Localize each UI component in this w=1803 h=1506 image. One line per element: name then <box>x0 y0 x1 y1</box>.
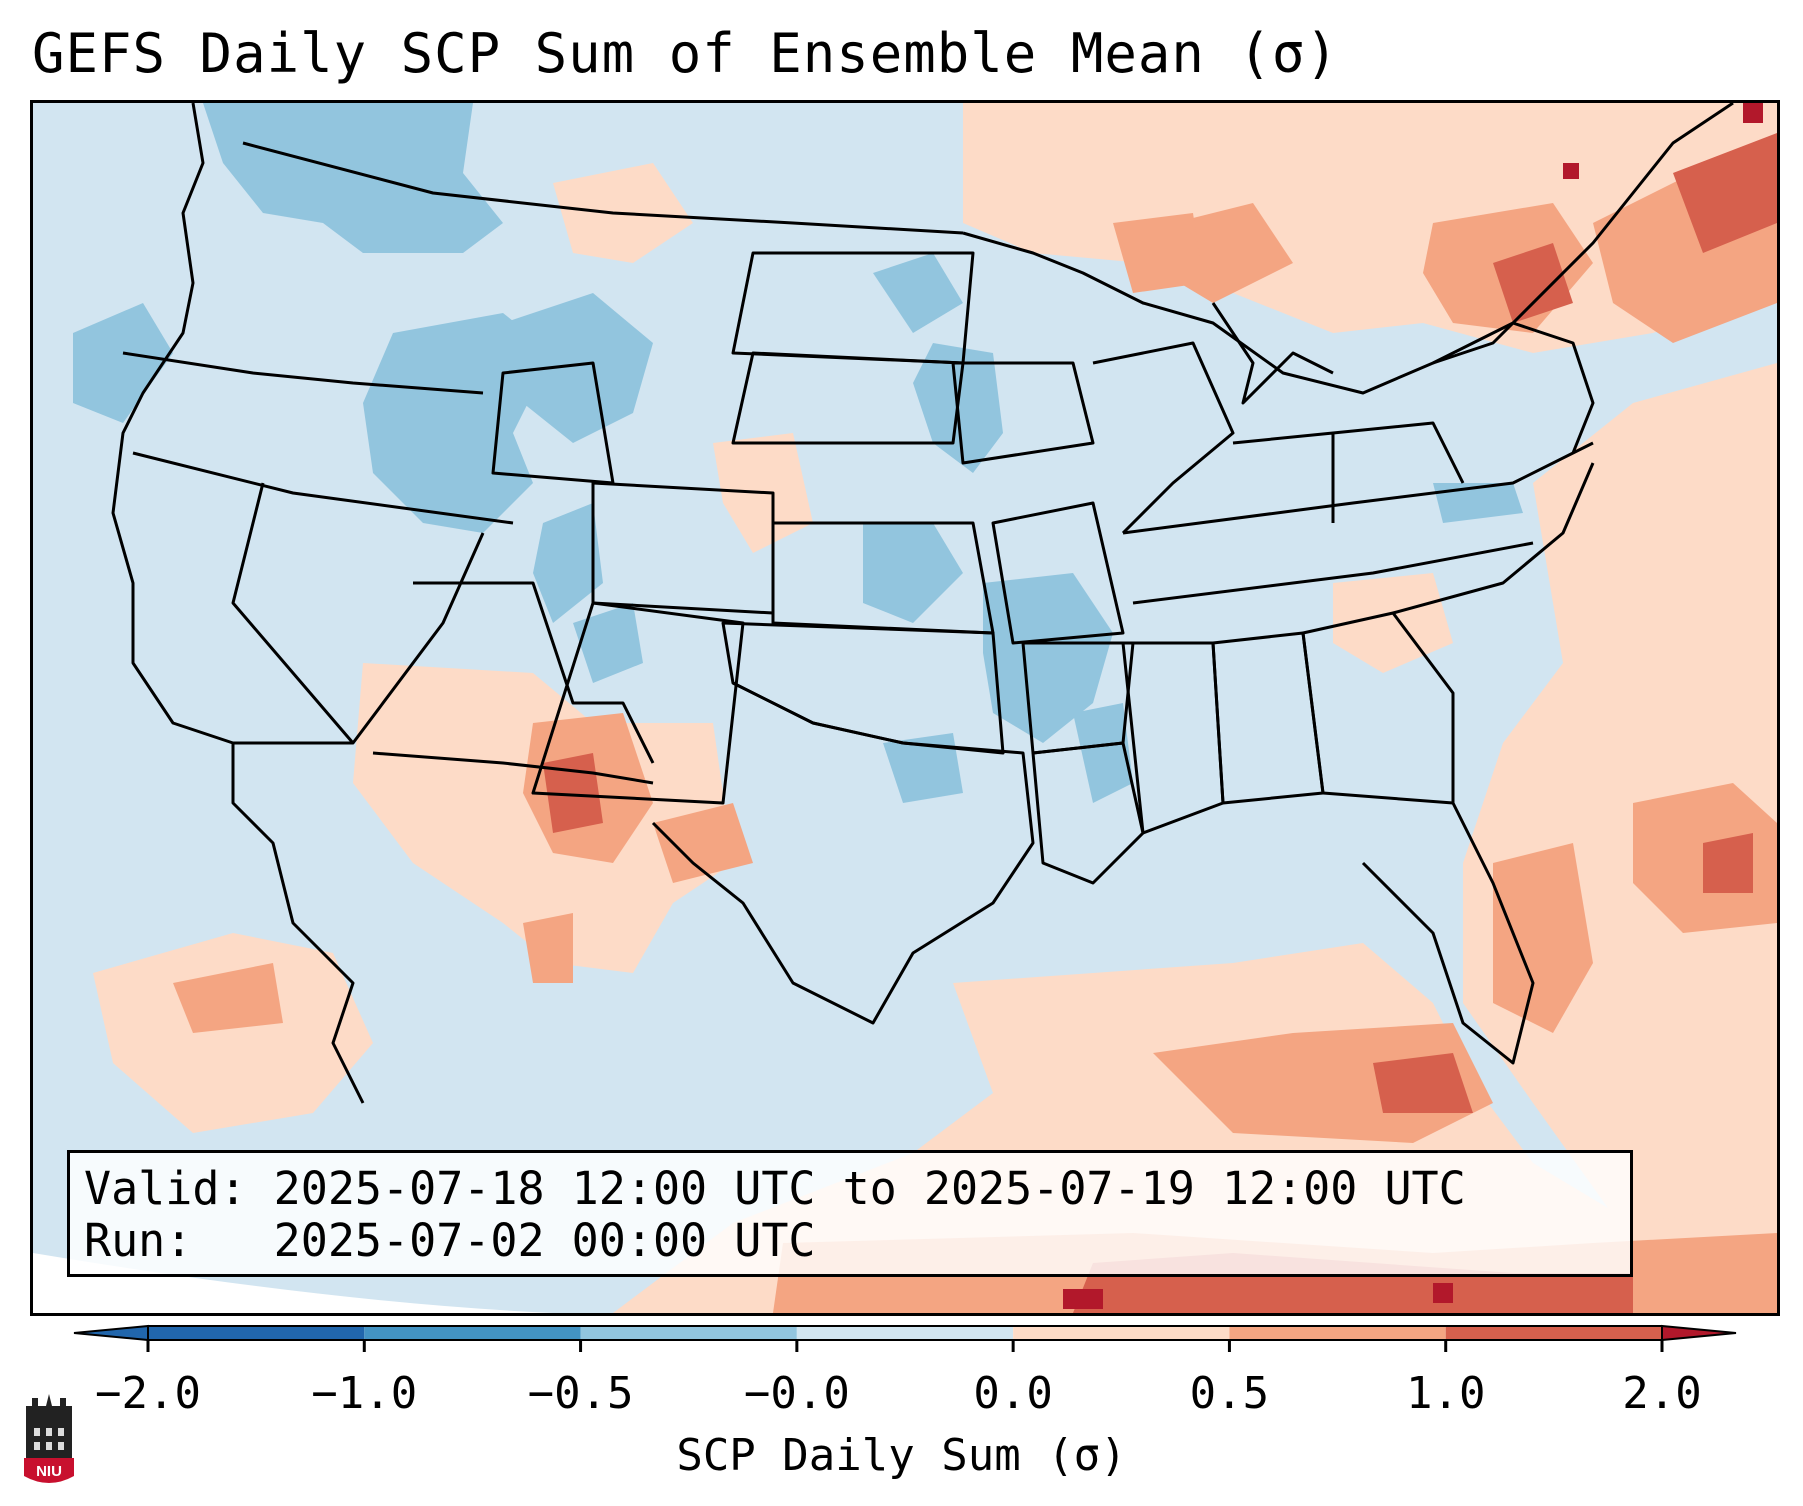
anomaly-cell <box>1563 163 1579 179</box>
anomaly-cell <box>883 733 963 803</box>
state-outline-florida <box>1361 802 1535 1065</box>
map-canvas <box>33 103 1777 1313</box>
state-outline-illinois <box>1092 341 1235 535</box>
colorbar-segment <box>148 1326 365 1340</box>
anomaly-cell <box>533 503 603 623</box>
colorbar-tick-label: 0.0 <box>973 1368 1053 1419</box>
colorbar-tick-label: 1.0 <box>1405 1368 1486 1419</box>
colorbar-tick-label: −0.0 <box>743 1368 850 1419</box>
state-line-or-wa <box>122 351 484 395</box>
canada-border-west <box>242 141 964 235</box>
niu-logo: NIU <box>24 1394 74 1483</box>
anomaly-cell <box>873 253 963 333</box>
state-line-nv-az <box>233 532 485 745</box>
run-time: 2025-07-02 00:00 UTC <box>273 1214 816 1267</box>
anomaly-cell <box>1113 213 1203 293</box>
anomaly-cell <box>523 913 573 983</box>
anomaly-cell <box>983 573 1113 743</box>
west-coastline <box>111 103 365 1104</box>
colorbar-segment <box>796 1326 1014 1340</box>
anomaly-cell <box>1333 573 1453 673</box>
colorbar-segments <box>73 1324 1737 1342</box>
colorbar-ticks <box>146 1340 1664 1352</box>
tower-body-icon <box>26 1422 72 1458</box>
state-line-az-mex <box>372 751 654 785</box>
anomaly-cell <box>93 933 373 1133</box>
state-outline-georgia <box>1301 611 1455 805</box>
valid-label: Valid: <box>84 1162 247 1215</box>
valid-time: 2025-07-18 12:00 UTC to 2025-07-19 12:00… <box>273 1162 1466 1215</box>
anomaly-cell <box>1433 483 1523 523</box>
state-outline-penn <box>1332 421 1465 484</box>
anomaly-cell <box>653 803 753 883</box>
state-line-tennessee-south <box>1132 541 1534 605</box>
colorbar-segment <box>1229 1326 1446 1340</box>
state-outline-louisiana <box>1031 741 1145 885</box>
colorbar-extend-high <box>1661 1324 1737 1342</box>
colorbar-tick-label: 2.0 <box>1622 1368 1702 1419</box>
canada-border-east <box>962 103 1734 395</box>
anomaly-cell <box>173 963 283 1033</box>
anomaly-cell <box>1703 833 1753 893</box>
state-outline-missouri <box>991 501 1125 645</box>
boundaries-layer <box>111 103 1734 1104</box>
state-outline-new-york <box>1432 321 1595 454</box>
colorbar-segment <box>580 1326 797 1340</box>
anomaly-cell <box>203 103 503 253</box>
colorbar-outline <box>147 1325 1663 1341</box>
anomaly-cell <box>863 523 963 623</box>
colorbar-label: SCP Daily Sum (σ) <box>676 1430 1127 1481</box>
valid-run-info-box: Valid: 2025-07-18 12:00 UTC to 2025-07-1… <box>67 1150 1633 1277</box>
colorbar-tick-label: 0.5 <box>1189 1368 1270 1419</box>
anomaly-cell <box>473 293 653 443</box>
positive-extreme-layer <box>1063 103 1763 1309</box>
run-label: Run: <box>84 1214 193 1267</box>
state-line-tennessee-north <box>1122 441 1594 535</box>
anomaly-cell <box>1493 243 1573 323</box>
colorbar-segment <box>364 1326 581 1340</box>
state-outline-texas <box>651 681 1035 1025</box>
state-line-ca-or <box>132 451 514 525</box>
map-panel[interactable] <box>30 100 1780 1316</box>
anomaly-cell <box>1743 103 1763 123</box>
colorbar-segment <box>1013 1326 1230 1340</box>
colorbar-tick-label: −2.0 <box>95 1368 201 1419</box>
great-lakes-michigan <box>1211 302 1334 405</box>
anomaly-cell <box>573 603 643 683</box>
anomaly-cell <box>1433 1283 1453 1303</box>
anomaly-cell <box>1373 1053 1473 1113</box>
anomaly-cell <box>1073 703 1133 803</box>
anomaly-cell <box>73 303 173 423</box>
state-outline-nebraska <box>731 351 965 445</box>
anomaly-cell <box>1673 133 1777 253</box>
map-title: GEFS Daily SCP Sum of Ensemble Mean (σ) <box>32 22 1339 85</box>
colorbar <box>73 1324 1737 1352</box>
state-outline-new-mexico <box>531 601 745 805</box>
tower-icon <box>26 1394 72 1422</box>
state-line-nevada <box>231 482 355 744</box>
shield-icon <box>24 1458 74 1483</box>
out-of-domain-area <box>33 1253 553 1313</box>
logo-text: NIU <box>36 1463 62 1480</box>
colorbar-segment <box>1445 1326 1662 1340</box>
state-outline-iowa <box>951 361 1095 465</box>
colorbar-tick-label: −1.0 <box>311 1368 418 1419</box>
state-line-az-nm <box>413 581 655 764</box>
anomaly-cell <box>1493 843 1593 1033</box>
colorbar-tick-label: −0.5 <box>527 1368 634 1419</box>
colorbar-extend-low <box>73 1324 149 1342</box>
state-outline-carolinas <box>1392 462 1595 615</box>
anomaly-cell <box>1063 1289 1103 1309</box>
